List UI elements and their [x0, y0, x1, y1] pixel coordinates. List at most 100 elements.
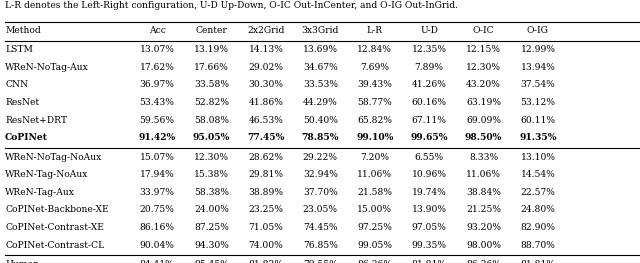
Text: 24.00%: 24.00% — [194, 205, 229, 214]
Text: 50.40%: 50.40% — [303, 116, 338, 125]
Text: 33.97%: 33.97% — [140, 188, 175, 197]
Text: 38.84%: 38.84% — [466, 188, 501, 197]
Text: 91.35%: 91.35% — [519, 133, 557, 142]
Text: 29.81%: 29.81% — [248, 170, 284, 179]
Text: 99.65%: 99.65% — [410, 133, 448, 142]
Text: 15.07%: 15.07% — [140, 153, 175, 161]
Text: 93.20%: 93.20% — [466, 223, 501, 232]
Text: 37.70%: 37.70% — [303, 188, 338, 197]
Text: 84.41%: 84.41% — [140, 260, 175, 263]
Text: ResNet: ResNet — [5, 98, 39, 107]
Text: 13.69%: 13.69% — [303, 45, 338, 54]
Text: 7.89%: 7.89% — [415, 63, 444, 72]
Text: 29.02%: 29.02% — [248, 63, 284, 72]
Text: 41.86%: 41.86% — [248, 98, 284, 107]
Text: 38.89%: 38.89% — [248, 188, 284, 197]
Text: 13.10%: 13.10% — [520, 153, 556, 161]
Text: 46.53%: 46.53% — [248, 116, 284, 125]
Text: Method: Method — [5, 26, 41, 36]
Text: WReN-Tag-Aux: WReN-Tag-Aux — [5, 188, 75, 197]
Text: 10.96%: 10.96% — [412, 170, 447, 179]
Text: 58.77%: 58.77% — [357, 98, 392, 107]
Text: 39.43%: 39.43% — [357, 80, 392, 89]
Text: 17.66%: 17.66% — [194, 63, 229, 72]
Text: 95.45%: 95.45% — [194, 260, 229, 263]
Text: 69.09%: 69.09% — [466, 116, 501, 125]
Text: CoPINet-Contrast-CL: CoPINet-Contrast-CL — [5, 241, 104, 250]
Text: 53.12%: 53.12% — [520, 98, 556, 107]
Text: 37.54%: 37.54% — [520, 80, 556, 89]
Text: 22.57%: 22.57% — [520, 188, 556, 197]
Text: 20.75%: 20.75% — [140, 205, 175, 214]
Text: 14.54%: 14.54% — [520, 170, 556, 179]
Text: 60.16%: 60.16% — [412, 98, 447, 107]
Text: L-R denotes the Left-Right configuration, U-D Up-Down, O-IC Out-InCenter, and O-: L-R denotes the Left-Right configuration… — [5, 1, 458, 10]
Text: ResNet+DRT: ResNet+DRT — [5, 116, 67, 125]
Text: 43.20%: 43.20% — [466, 80, 501, 89]
Text: WReN-NoTag-NoAux: WReN-NoTag-NoAux — [5, 153, 102, 161]
Text: CoPINet-Backbone-XE: CoPINet-Backbone-XE — [5, 205, 109, 214]
Text: 11.06%: 11.06% — [466, 170, 501, 179]
Text: 23.05%: 23.05% — [303, 205, 338, 214]
Text: 97.05%: 97.05% — [412, 223, 447, 232]
Text: 86.16%: 86.16% — [140, 223, 175, 232]
Text: 32.94%: 32.94% — [303, 170, 338, 179]
Text: O-IG: O-IG — [527, 26, 549, 36]
Text: 29.22%: 29.22% — [303, 153, 338, 161]
Text: 95.05%: 95.05% — [193, 133, 230, 142]
Text: WReN-NoTag-Aux: WReN-NoTag-Aux — [5, 63, 89, 72]
Text: Center: Center — [196, 26, 227, 36]
Text: 74.00%: 74.00% — [248, 241, 284, 250]
Text: 24.80%: 24.80% — [520, 205, 556, 214]
Text: 7.69%: 7.69% — [360, 63, 389, 72]
Text: O-IC: O-IC — [473, 26, 494, 36]
Text: 78.85%: 78.85% — [301, 133, 339, 142]
Text: 15.00%: 15.00% — [357, 205, 392, 214]
Text: 44.29%: 44.29% — [303, 98, 338, 107]
Text: 79.55%: 79.55% — [303, 260, 338, 263]
Text: 99.35%: 99.35% — [412, 241, 447, 250]
Text: 65.82%: 65.82% — [357, 116, 392, 125]
Text: 99.10%: 99.10% — [356, 133, 394, 142]
Text: 94.30%: 94.30% — [194, 241, 229, 250]
Text: 23.25%: 23.25% — [248, 205, 284, 214]
Text: 81.82%: 81.82% — [248, 260, 284, 263]
Text: 17.62%: 17.62% — [140, 63, 175, 72]
Text: 13.19%: 13.19% — [194, 45, 229, 54]
Text: 63.19%: 63.19% — [466, 98, 501, 107]
Text: 21.58%: 21.58% — [357, 188, 392, 197]
Text: 33.53%: 33.53% — [303, 80, 338, 89]
Text: 33.58%: 33.58% — [194, 80, 229, 89]
Text: 76.85%: 76.85% — [303, 241, 338, 250]
Text: 98.50%: 98.50% — [465, 133, 502, 142]
Text: 67.11%: 67.11% — [412, 116, 447, 125]
Text: 41.26%: 41.26% — [412, 80, 447, 89]
Text: 17.94%: 17.94% — [140, 170, 175, 179]
Text: 97.25%: 97.25% — [357, 223, 392, 232]
Text: 86.36%: 86.36% — [466, 260, 501, 263]
Text: 91.42%: 91.42% — [138, 133, 176, 142]
Text: 58.08%: 58.08% — [194, 116, 229, 125]
Text: CoPINet-Contrast-XE: CoPINet-Contrast-XE — [5, 223, 104, 232]
Text: 3x3Grid: 3x3Grid — [301, 26, 339, 36]
Text: 82.90%: 82.90% — [520, 223, 556, 232]
Text: 12.30%: 12.30% — [194, 153, 229, 161]
Text: LSTM: LSTM — [5, 45, 33, 54]
Text: 11.06%: 11.06% — [357, 170, 392, 179]
Text: 74.45%: 74.45% — [303, 223, 338, 232]
Text: Human: Human — [5, 260, 39, 263]
Text: 30.30%: 30.30% — [248, 80, 284, 89]
Text: 12.99%: 12.99% — [520, 45, 556, 54]
Text: 58.38%: 58.38% — [194, 188, 229, 197]
Text: 86.36%: 86.36% — [357, 260, 392, 263]
Text: 90.04%: 90.04% — [140, 241, 175, 250]
Text: 12.15%: 12.15% — [466, 45, 501, 54]
Text: 13.07%: 13.07% — [140, 45, 175, 54]
Text: 34.67%: 34.67% — [303, 63, 338, 72]
Text: 60.11%: 60.11% — [520, 116, 556, 125]
Text: 98.00%: 98.00% — [466, 241, 501, 250]
Text: 19.74%: 19.74% — [412, 188, 447, 197]
Text: 71.05%: 71.05% — [248, 223, 284, 232]
Text: 99.05%: 99.05% — [357, 241, 392, 250]
Text: CoPINet: CoPINet — [5, 133, 48, 142]
